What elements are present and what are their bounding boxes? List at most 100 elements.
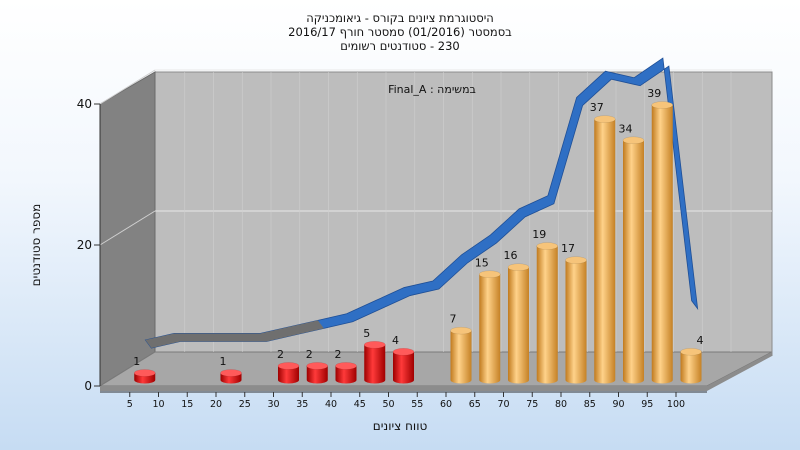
bar-body bbox=[536, 246, 558, 384]
bar-value-label: 34 bbox=[619, 122, 633, 135]
bar-body bbox=[508, 267, 529, 384]
x-tick-label: 65 bbox=[469, 399, 481, 410]
bar-value-label: 39 bbox=[647, 87, 661, 100]
bar-top bbox=[364, 341, 386, 349]
bar-top bbox=[622, 136, 645, 145]
y-tick-label: 0 bbox=[84, 379, 92, 393]
x-tick-label: 95 bbox=[641, 399, 653, 410]
x-tick-label: 10 bbox=[152, 399, 164, 410]
bar-top bbox=[651, 101, 673, 109]
bar bbox=[392, 348, 415, 384]
bar-value-label: 4 bbox=[392, 334, 399, 347]
x-tick-label: 25 bbox=[239, 399, 251, 410]
bar-body bbox=[651, 105, 673, 384]
bar-value-label: 1 bbox=[133, 355, 140, 368]
bar-top bbox=[335, 362, 357, 370]
bar-value-label: 5 bbox=[363, 327, 370, 340]
x-tick-label: 85 bbox=[584, 399, 596, 410]
bar-top bbox=[479, 270, 501, 278]
bar-top bbox=[507, 263, 530, 271]
bar-value-label: 16 bbox=[504, 249, 518, 262]
x-tick-label: 80 bbox=[555, 399, 567, 410]
x-tick-label: 55 bbox=[411, 399, 423, 410]
back-wall bbox=[154, 71, 773, 353]
bar-top bbox=[277, 362, 300, 370]
bar bbox=[622, 136, 645, 384]
bar-layer bbox=[134, 101, 702, 384]
x-tick-label: 70 bbox=[497, 399, 509, 410]
y-tick-label: 20 bbox=[77, 238, 92, 252]
bar bbox=[680, 348, 702, 384]
x-tick-label: 90 bbox=[612, 399, 624, 410]
label-layer: 1 1 2 2 2 5 4 7 15 16 19 17 37 34 39 4 bbox=[133, 87, 703, 368]
bar-value-label: 4 bbox=[697, 334, 704, 347]
gridline-side bbox=[99, 210, 156, 246]
x-tick-label: 30 bbox=[267, 399, 279, 410]
bar-value-label: 2 bbox=[277, 348, 284, 361]
bar-top bbox=[306, 362, 328, 370]
bar bbox=[364, 341, 386, 384]
bar-value-label: 2 bbox=[335, 348, 342, 361]
bar bbox=[450, 326, 472, 384]
bar-body bbox=[479, 274, 501, 384]
bar-top bbox=[392, 348, 415, 356]
bar-value-label: 19 bbox=[532, 228, 546, 241]
ribbon-layer bbox=[144, 57, 699, 349]
bar-top bbox=[565, 256, 587, 264]
x-tick-label: 40 bbox=[325, 399, 337, 410]
bar-top bbox=[220, 369, 242, 377]
x-tick-label: 75 bbox=[526, 399, 538, 410]
bar bbox=[479, 270, 501, 384]
bar-value-label: 2 bbox=[306, 348, 313, 361]
chart-annotation: במשימה : Final_A bbox=[388, 83, 476, 96]
gridline-side bbox=[99, 69, 156, 105]
bar bbox=[277, 362, 300, 384]
bar-top bbox=[594, 115, 616, 123]
x-tick-label: 50 bbox=[382, 399, 394, 410]
x-tick-label: 45 bbox=[354, 399, 366, 410]
chart-title-line-1: היסטוגרמת ציונים בקורס - גיאומכניקה bbox=[306, 11, 494, 25]
bar-body bbox=[565, 260, 587, 384]
bar-body bbox=[623, 140, 644, 384]
x-tick-label: 60 bbox=[440, 399, 452, 410]
bar bbox=[306, 362, 328, 384]
bar-value-label: 17 bbox=[561, 242, 575, 255]
bar-body bbox=[278, 365, 299, 384]
ribbon-series-low bbox=[145, 320, 324, 348]
bar-body bbox=[306, 365, 328, 384]
bar-value-label: 1 bbox=[220, 355, 227, 368]
bar bbox=[594, 115, 616, 384]
y-axis-label: מספר סטודנטים bbox=[29, 204, 43, 287]
x-tick-label: 35 bbox=[296, 399, 308, 410]
bar bbox=[536, 242, 558, 384]
bar bbox=[335, 362, 357, 384]
x-axis-label: טווח ציונים bbox=[373, 419, 428, 433]
x-tick-label: 100 bbox=[667, 399, 685, 410]
side-wall bbox=[99, 71, 156, 387]
x-tick-label: 5 bbox=[127, 399, 133, 410]
bar bbox=[565, 256, 587, 384]
chart-title-line-3: 230 - סטודנטים רשומים bbox=[340, 39, 459, 53]
floor-edge bbox=[100, 352, 772, 391]
bar-body bbox=[594, 119, 616, 384]
bar-value-label: 7 bbox=[450, 313, 457, 326]
bar-top bbox=[450, 326, 472, 335]
chart-title-line-2: בסמסטר (01/2016) סמסטר חורף 2016/17 bbox=[288, 25, 512, 39]
x-tick-label: 20 bbox=[210, 399, 222, 410]
y-tick-label: 40 bbox=[77, 97, 92, 111]
bar-body bbox=[335, 365, 357, 384]
bar-top bbox=[134, 369, 156, 377]
bar-value-label: 37 bbox=[590, 101, 604, 114]
bar-top bbox=[536, 242, 558, 250]
x-tick-label: 15 bbox=[181, 399, 193, 410]
bar-body bbox=[393, 351, 414, 384]
bar bbox=[220, 369, 242, 384]
bar bbox=[134, 369, 156, 384]
bar-top bbox=[680, 348, 702, 356]
bar-body bbox=[450, 330, 472, 384]
bar bbox=[507, 263, 530, 384]
bar bbox=[651, 101, 673, 384]
bar-body bbox=[364, 344, 386, 384]
